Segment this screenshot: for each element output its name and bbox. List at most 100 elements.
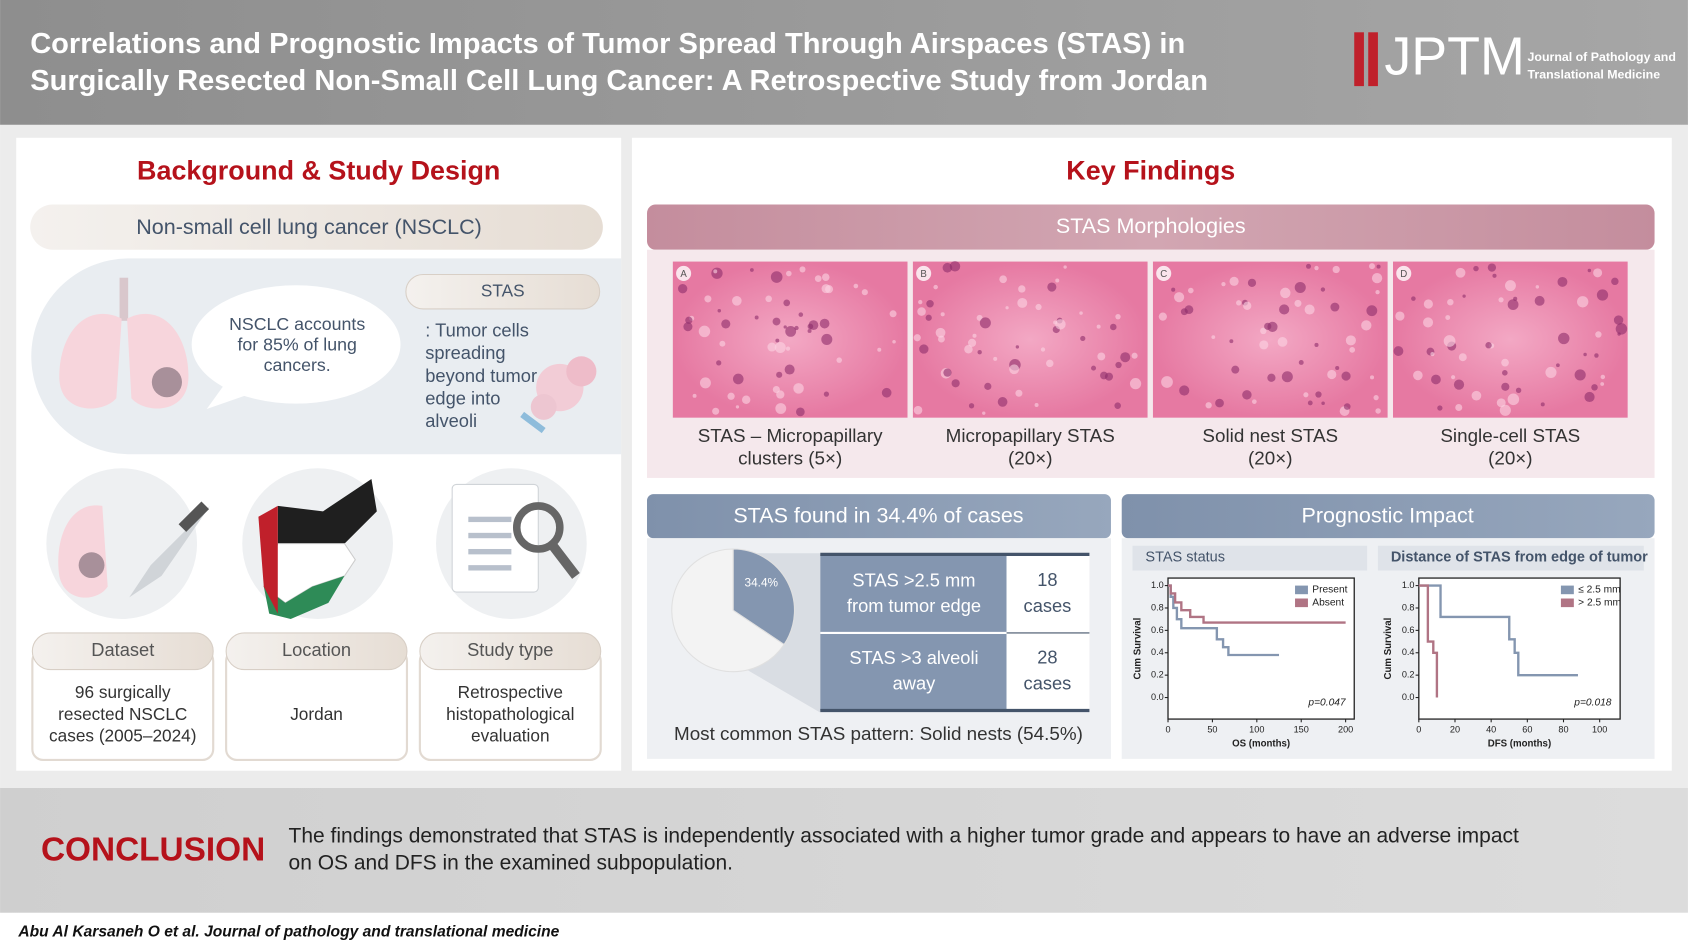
morphologies-bar xyxy=(647,204,1655,250)
histology-texture xyxy=(877,347,882,352)
histology-texture xyxy=(1557,276,1568,287)
histology-texture xyxy=(712,407,720,415)
histology-texture xyxy=(1443,335,1456,347)
histology-texture xyxy=(1375,408,1381,414)
image-caption-line: Single-cell STAS xyxy=(1440,425,1580,446)
x-tick-label: 50 xyxy=(1207,724,1217,734)
histology-texture xyxy=(1161,376,1173,388)
histology-texture xyxy=(721,319,731,329)
histology-texture xyxy=(853,283,859,289)
histology-texture xyxy=(1055,278,1060,283)
card-label: Location xyxy=(282,639,351,660)
histology-texture xyxy=(1264,322,1272,330)
histology-texture xyxy=(1055,319,1066,330)
stas-found-bar xyxy=(647,494,1111,539)
histology-texture xyxy=(1243,301,1252,310)
histology-texture xyxy=(741,395,751,404)
alveoli-icon xyxy=(520,356,597,434)
histology-texture xyxy=(1110,323,1117,331)
p-value: p=0.018 xyxy=(1573,698,1612,709)
x-tick-label: 20 xyxy=(1450,724,1460,734)
histology-texture xyxy=(767,342,777,352)
section-title: Key Findings xyxy=(1066,155,1235,185)
histology-texture xyxy=(1114,402,1121,409)
histology-texture xyxy=(1236,300,1242,306)
histology-texture xyxy=(1507,299,1519,311)
histology-texture xyxy=(717,308,722,313)
histology-texture xyxy=(1349,347,1356,353)
histology-texture xyxy=(1343,403,1351,410)
histology-texture xyxy=(807,328,812,333)
histology-texture xyxy=(1617,332,1621,336)
section-title: Background & Study Design xyxy=(137,155,500,185)
histology-texture xyxy=(1321,401,1325,406)
histology-texture xyxy=(1371,272,1383,284)
histology-texture xyxy=(942,262,953,273)
histology-texture xyxy=(1091,365,1097,371)
y-tick-label: 0.0 xyxy=(1151,692,1164,702)
table-unit: cases xyxy=(1024,672,1072,693)
image-letter: B xyxy=(920,269,926,280)
histology-texture xyxy=(1540,402,1545,407)
histology-texture xyxy=(1115,361,1122,369)
histology-texture xyxy=(1259,340,1269,350)
stas-note: Most common STAS pattern: Solid nests (5… xyxy=(674,723,1083,744)
conclusion-text-line: The findings demonstrated that STAS is i… xyxy=(289,824,1519,847)
chart-title-bar xyxy=(1132,545,1368,571)
table-criterion-line: STAS >2.5 mm xyxy=(852,569,975,590)
logo-name: Journal of Pathology and Translational Me… xyxy=(1528,50,1676,81)
logo-bar xyxy=(1368,32,1378,87)
histology-texture xyxy=(1304,304,1315,315)
histology-texture xyxy=(1345,335,1356,346)
histology-texture xyxy=(799,266,806,273)
histology-texture xyxy=(1487,263,1497,272)
y-tick-label: 0.2 xyxy=(1151,670,1164,680)
conclusion-label: CONCLUSION xyxy=(41,831,265,868)
histology-texture xyxy=(1314,342,1319,347)
histology-texture xyxy=(999,275,1007,284)
histology-texture xyxy=(1205,402,1212,409)
histology-texture xyxy=(935,327,946,338)
histology-texture xyxy=(784,364,795,375)
y-tick-label: 0.8 xyxy=(1402,602,1415,612)
image-letter-badge xyxy=(1156,265,1172,281)
image-caption-line: (20×) xyxy=(1488,448,1532,469)
chart-title: Distance of STAS from edge of tumor xyxy=(1391,549,1648,565)
histology-texture xyxy=(1395,311,1405,321)
histology-texture xyxy=(1330,302,1340,312)
histology-texture xyxy=(1047,282,1057,292)
histology-texture xyxy=(943,368,952,377)
histology-texture xyxy=(1504,280,1516,292)
histology-texture xyxy=(1501,358,1509,367)
histology-texture xyxy=(719,340,726,347)
bar-title: Prognostic Impact xyxy=(1302,503,1474,527)
histology-texture xyxy=(1341,371,1351,381)
histology-texture xyxy=(1079,311,1083,315)
card-text-line: 96 surgically xyxy=(75,682,171,702)
table-count: 28 xyxy=(1037,647,1057,668)
histology-texture xyxy=(732,373,744,385)
histology-texture xyxy=(1018,285,1026,293)
prognostic-bar xyxy=(1121,494,1655,539)
histology-texture xyxy=(1242,390,1252,400)
bar-title: STAS found in 34.4% of cases xyxy=(733,503,1023,527)
histology-texture xyxy=(1279,304,1290,315)
histology-texture xyxy=(1171,287,1176,292)
card-text: Jordan xyxy=(290,703,343,723)
stas-label: STAS xyxy=(481,280,525,300)
histology-texture xyxy=(1499,404,1511,416)
card-label-pill xyxy=(31,632,214,671)
histology-texture xyxy=(774,341,786,353)
histology-texture xyxy=(1063,265,1067,269)
legend-swatch xyxy=(1295,598,1308,608)
histology-image xyxy=(912,261,1148,418)
histology-texture xyxy=(770,271,783,283)
histology-texture xyxy=(1306,263,1312,269)
logo-mark: JPTM xyxy=(1384,27,1524,87)
banner-text: Non-small cell lung cancer (NSCLC) xyxy=(136,215,482,239)
histology-texture xyxy=(1307,400,1313,406)
histology-texture xyxy=(1535,285,1540,289)
chart-title: STAS status xyxy=(1145,549,1225,565)
table-criterion-line: STAS >3 alveoli xyxy=(849,647,978,668)
